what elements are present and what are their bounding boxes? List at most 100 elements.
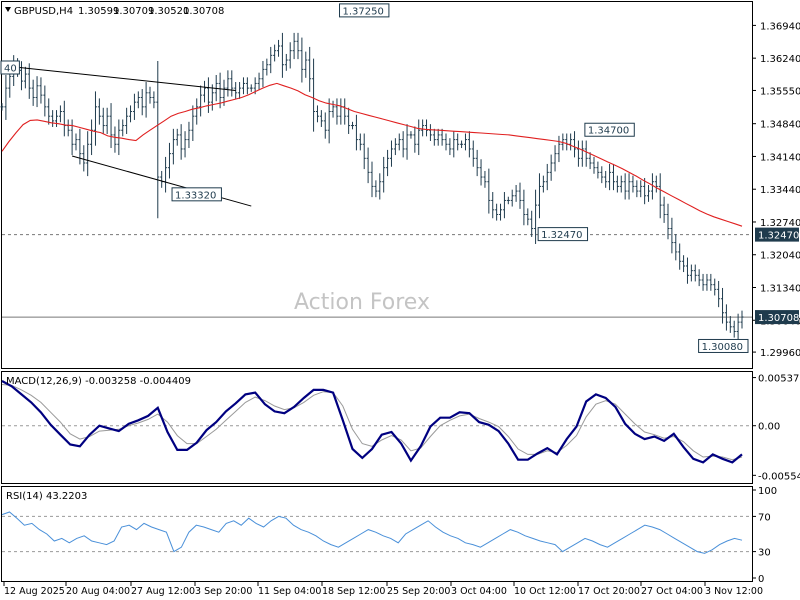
- price-bar: [685, 257, 689, 284]
- price-bar: [121, 119, 125, 137]
- price-bar: [183, 131, 187, 158]
- price-bar: [650, 173, 654, 200]
- price-bar: [167, 142, 171, 179]
- rsi-header: RSI(14) 43.2203: [6, 491, 87, 502]
- annotation-label: 1.34700: [588, 126, 629, 137]
- price-bar: [623, 173, 627, 200]
- annotation-box: [584, 122, 635, 137]
- ohlc-high: 1.30709: [113, 6, 154, 17]
- price-bar: [721, 287, 725, 324]
- price-bar: [495, 203, 499, 221]
- x-tick-label: 10 Oct 12:00: [514, 586, 576, 597]
- price-y-label: 1.34140: [760, 152, 800, 163]
- swing-point-annotation: 1.33320: [171, 187, 222, 202]
- x-tick-label: 20 Aug 04:00: [66, 586, 130, 597]
- price-bar: [312, 58, 316, 132]
- x-tick-label: 25 Sep 20:00: [387, 586, 450, 597]
- price-bar: [19, 61, 23, 91]
- rsi-y-label: 100: [758, 486, 777, 497]
- price-y-label: 1.36240: [760, 54, 800, 65]
- price-bar: [678, 243, 682, 270]
- price-bar: [199, 85, 203, 117]
- price-bar: [43, 85, 47, 117]
- price-bar: [386, 149, 390, 177]
- price-bar: [358, 133, 362, 151]
- x-tick-label: 27 Oct 04:00: [641, 586, 703, 597]
- price-panel-frame: [1, 1, 753, 369]
- price-bar: [354, 114, 358, 151]
- price-bar: [553, 145, 557, 172]
- price-bar: [132, 93, 136, 120]
- price-bar: [639, 180, 643, 198]
- price-bar: [627, 173, 631, 200]
- price-bar: [526, 208, 530, 226]
- macd-y-label: 0.005377: [758, 374, 800, 385]
- price-bar: [717, 280, 721, 308]
- price-bar: [152, 91, 156, 109]
- price-level-label: 1.30708: [758, 313, 799, 324]
- price-bar: [487, 168, 491, 214]
- price-bar: [713, 278, 717, 296]
- price-bar: [440, 128, 444, 146]
- price-bar: [740, 310, 744, 329]
- price-y-label: 1.35550: [760, 86, 800, 97]
- ohlc-open: 1.30599: [78, 6, 119, 17]
- price-bar: [483, 170, 487, 188]
- price-bar: [362, 133, 366, 170]
- price-bar: [347, 107, 351, 134]
- x-tick-label: 18 Sep 12:00: [322, 586, 385, 597]
- price-bar: [448, 138, 452, 156]
- price-bar: [413, 126, 417, 153]
- price-bar: [479, 159, 483, 186]
- price-bar: [125, 107, 129, 134]
- price-bar: [576, 140, 580, 167]
- price-bar: [463, 133, 467, 151]
- price-bar: [327, 98, 331, 144]
- rsi-panel-frame: [1, 486, 753, 582]
- price-bar: [701, 273, 705, 291]
- price-bar: [257, 72, 261, 90]
- price-bar: [315, 105, 319, 123]
- price-bar: [421, 119, 425, 137]
- price-bar: [728, 316, 732, 333]
- price-level-label-bg: [755, 227, 799, 242]
- price-bar: [226, 70, 230, 97]
- rsi-y-label: 0: [758, 574, 764, 585]
- price-bar: [31, 79, 35, 106]
- price-bar: [409, 131, 413, 139]
- price-bar: [86, 131, 90, 177]
- price-bar: [736, 313, 740, 340]
- price-bar: [705, 273, 709, 291]
- price-panel: Action Forex 40 1.37250 1.33320 1.34700 1.32…: [0, 1, 800, 369]
- annotation-box: [698, 338, 749, 353]
- price-bar: [471, 140, 475, 167]
- price-bar: [187, 121, 191, 149]
- price-bar: [600, 166, 604, 184]
- macd-main-line: [1, 380, 743, 464]
- ohlc-close: 1.30708: [183, 6, 224, 17]
- down-triangle-icon: [5, 7, 11, 12]
- price-bar: [136, 91, 140, 109]
- price-bar: [156, 60, 160, 219]
- annotation-label: 40: [4, 63, 17, 74]
- price-bar: [436, 128, 440, 146]
- price-bar: [245, 77, 249, 95]
- price-bar: [374, 180, 378, 198]
- price-bar: [475, 149, 479, 177]
- price-bar: [195, 98, 199, 125]
- price-bar: [666, 203, 670, 240]
- price-bar: [514, 185, 518, 202]
- price-bar: [4, 75, 8, 120]
- price-bar: [370, 161, 374, 198]
- price-bar: [335, 98, 339, 125]
- price-bar: [366, 147, 370, 184]
- rsi-panel: 100 70 30 0 RSI(14) 43.2203: [1, 486, 777, 585]
- macd-y-label: -0.005543: [758, 471, 800, 482]
- price-y-label: 1.32040: [760, 251, 800, 262]
- price-bar: [557, 135, 561, 163]
- price-bar: [113, 126, 117, 153]
- price-bar: [545, 163, 549, 191]
- price-bar: [238, 82, 242, 99]
- price-bar: [697, 269, 701, 287]
